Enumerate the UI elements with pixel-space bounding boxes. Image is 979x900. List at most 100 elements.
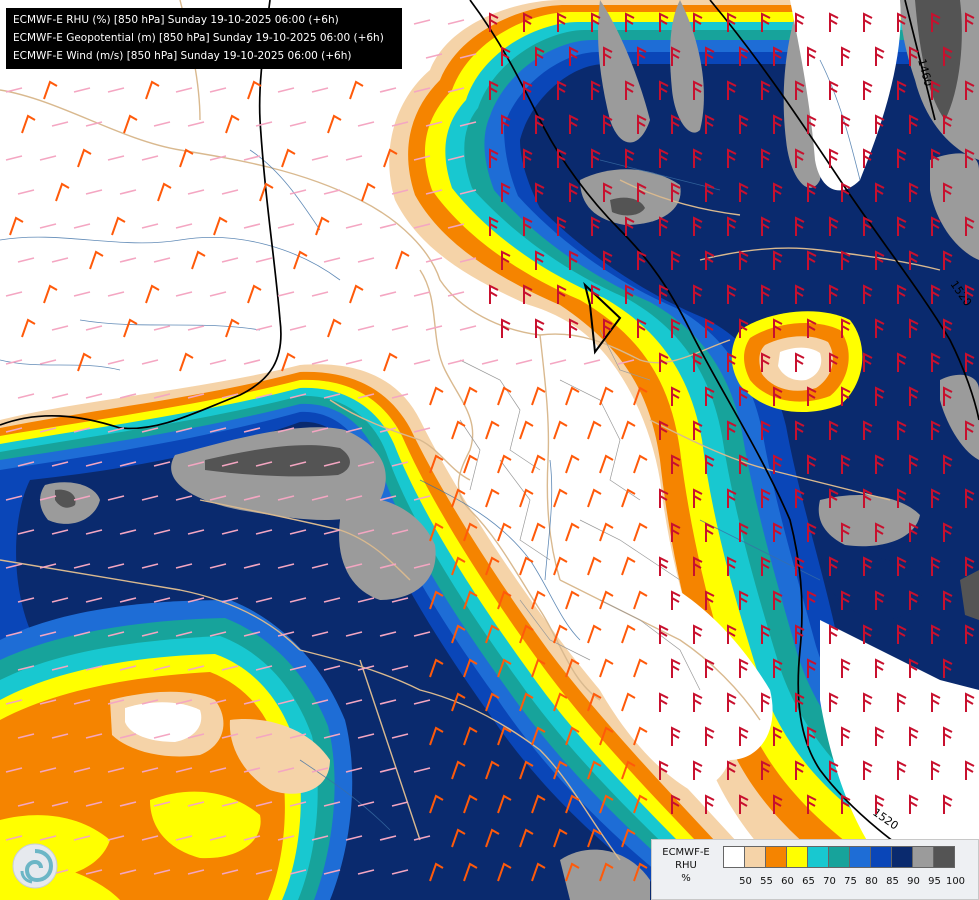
legend-swatch — [933, 846, 955, 868]
wind-barb — [807, 46, 817, 66]
wind-barb — [531, 522, 546, 542]
wind-barb — [209, 699, 227, 705]
wind-barb — [671, 114, 681, 134]
wind-barb — [659, 148, 669, 168]
wind-barb — [5, 359, 23, 365]
wind-barb — [243, 359, 261, 365]
wind-barb — [773, 182, 783, 202]
wind-barb — [289, 461, 307, 467]
wind-barb — [553, 556, 568, 576]
wind-barb — [463, 658, 478, 678]
wind-barb — [175, 223, 193, 229]
wind-barb — [153, 393, 171, 399]
legend-ticks: 50 55 60 65 70 75 80 85 90 95 100 — [723, 876, 977, 890]
wind-barb — [51, 257, 69, 263]
wind-barb — [357, 529, 375, 535]
rhu-legend: ECMWF-E RHU % 50 55 60 65 70 75 80 85 90 95 100 — [651, 839, 979, 900]
wind-barb — [51, 801, 69, 807]
wind-barb — [289, 597, 307, 603]
wind-barb — [739, 182, 749, 202]
wind-barb — [863, 556, 873, 576]
wind-barb — [671, 46, 681, 66]
wind-barb — [289, 801, 307, 807]
wind-barb — [323, 393, 341, 399]
wind-barb — [451, 420, 466, 440]
wind-barb — [145, 284, 160, 304]
wind-barb — [413, 767, 431, 773]
wind-barb — [531, 658, 546, 678]
wind-barb — [897, 148, 907, 168]
wind-barb — [311, 699, 329, 705]
wind-barb — [943, 182, 953, 202]
wind-barb — [247, 284, 262, 304]
wind-barb — [85, 733, 103, 739]
wind-barb — [17, 597, 35, 603]
wind-barb — [897, 488, 907, 508]
wind-barb — [39, 223, 57, 229]
wind-barb — [761, 148, 771, 168]
wind-barb — [429, 386, 444, 406]
wind-barb — [429, 454, 444, 474]
wind-barb — [965, 556, 975, 576]
wind-barb — [565, 726, 580, 746]
wind-barb — [909, 318, 919, 338]
wind-barb — [277, 699, 295, 705]
wind-barb — [323, 461, 341, 467]
wind-barb — [965, 488, 975, 508]
wind-barb — [727, 12, 737, 32]
wind-barb — [281, 148, 296, 168]
wind-barb — [9, 216, 24, 236]
legend-variable: RHU — [675, 860, 697, 871]
legend-swatch — [849, 846, 871, 868]
wind-barb — [153, 665, 171, 671]
wind-barb — [841, 250, 851, 270]
wind-barb — [943, 318, 953, 338]
country-borders — [0, 0, 941, 861]
wind-barb — [829, 148, 839, 168]
wind-barb — [451, 828, 466, 848]
wind-barb — [349, 284, 364, 304]
wind-barb — [209, 155, 227, 161]
wind-barb — [315, 216, 330, 236]
wind-barb — [501, 318, 511, 338]
legend-swatch — [786, 846, 808, 868]
wind-barb — [659, 420, 669, 440]
wind-barb — [463, 726, 478, 746]
wind-barb — [659, 12, 669, 32]
wind-barb — [761, 12, 771, 32]
wind-barb — [739, 794, 749, 814]
wind-barb — [659, 80, 669, 100]
wind-barb — [107, 495, 125, 501]
title-wind: ECMWF-E Wind (m/s) [850 hPa] Sunday 19-1… — [13, 50, 352, 62]
wind-barb — [727, 692, 737, 712]
wind-barb — [413, 835, 431, 841]
wind-barb — [807, 590, 817, 610]
wind-barb — [807, 794, 817, 814]
wind-barb — [739, 386, 749, 406]
legend-swatch — [744, 846, 766, 868]
wind-barb — [587, 828, 602, 848]
wind-barb — [705, 46, 715, 66]
wind-barb — [863, 760, 873, 780]
wind-barb — [323, 529, 341, 535]
wind-barb — [289, 529, 307, 535]
wind-barb — [587, 624, 602, 644]
wind-barb — [425, 53, 443, 59]
wind-barb — [379, 495, 397, 501]
wind-barb — [739, 522, 749, 542]
wind-barb — [807, 726, 817, 746]
wind-barb — [259, 182, 274, 202]
wind-barb — [535, 114, 545, 134]
wind-barb — [153, 733, 171, 739]
wind-barb — [243, 767, 261, 773]
wind-barb — [141, 631, 159, 637]
wind-barb — [5, 291, 23, 297]
wind-barb — [829, 80, 839, 100]
wind-barb — [187, 325, 205, 331]
wind-barb — [795, 556, 805, 576]
wind-barb — [943, 386, 953, 406]
wind-barb — [671, 454, 681, 474]
wind-barb — [705, 658, 715, 678]
wind-barb — [489, 216, 499, 236]
wind-barb — [311, 835, 329, 841]
